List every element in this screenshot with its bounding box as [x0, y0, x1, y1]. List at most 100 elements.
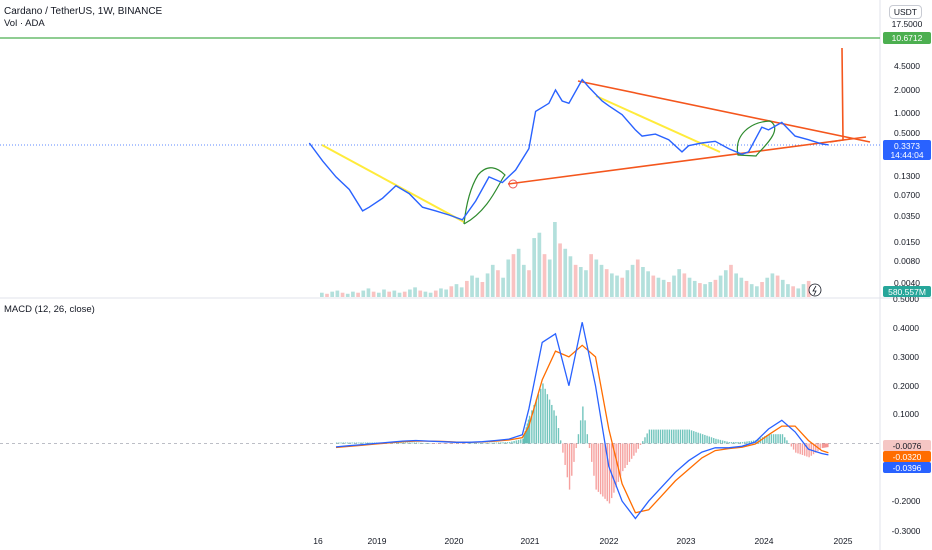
macd-hist-bar [584, 420, 586, 444]
macd-hist-bar [338, 442, 340, 444]
volume-bar [542, 254, 547, 297]
macd-hist-bar [449, 443, 451, 444]
volume-bar [547, 259, 552, 297]
volume-bar [444, 289, 448, 297]
volume-bar [786, 284, 790, 297]
macd-hist-bar [409, 442, 411, 444]
macd-hist-bar [508, 442, 511, 444]
macd-hist-bar [639, 443, 642, 445]
volume-bar [791, 286, 795, 297]
macd-hist-bar [588, 443, 591, 449]
volume-bar [584, 270, 588, 297]
volume-bar [687, 277, 692, 297]
level-value-label: 10.6712 [892, 33, 923, 43]
volume-bar [770, 273, 775, 297]
volume-bar [402, 291, 407, 297]
volume-bar [599, 264, 604, 297]
price-axis: 17.5000 4.5000 2.0000 1.0000 0.5000 0.1300 0.0… [892, 19, 923, 536]
macd-hist-bar [411, 442, 413, 444]
macd-hist-bar [342, 442, 345, 444]
volume-bar [382, 289, 386, 297]
macd-hist-bar [422, 442, 424, 444]
macd-hist-bar [812, 443, 815, 455]
volume-bar [408, 289, 412, 297]
macd-hist-bar [591, 443, 593, 462]
macd-hist-bar [426, 443, 429, 444]
macd-hist-bar [768, 434, 770, 444]
macd-hist-bar [670, 429, 673, 444]
volume-bar [578, 267, 583, 297]
macd-hist-bar [522, 438, 524, 444]
macd-hist-bar [568, 443, 571, 490]
volume-bar [475, 277, 480, 297]
macd-hist-bar [710, 437, 713, 444]
macd-hist-bar [413, 442, 415, 444]
macd-hist-bar [604, 443, 606, 499]
volume-bar [744, 280, 749, 297]
macd-hist-bar [637, 443, 640, 449]
macd-hist-bar [761, 437, 764, 444]
macd-hist-bar [364, 442, 367, 444]
macd-hist-bar [520, 439, 522, 444]
macd-hist-bar [664, 429, 666, 444]
time-tick-label: 2024 [755, 536, 774, 546]
macd-hist-bar [597, 443, 600, 492]
currency-button[interactable]: USDT [888, 5, 922, 19]
macd-hist-bar [704, 434, 706, 444]
macd-hist-bar [358, 442, 360, 444]
macd-hist-bar [564, 443, 566, 465]
macd-hist-bar [437, 443, 440, 444]
price-tick-label: 0.0700 [894, 190, 920, 200]
volume-bar [698, 283, 702, 297]
macd-hist-bar [673, 429, 675, 444]
macd-hist-bar [697, 432, 699, 444]
macd-hist-bar [371, 442, 373, 444]
time-tick-label: 2020 [445, 536, 464, 546]
price-tick-label: 17.5000 [892, 19, 923, 29]
macd-hist-bar [351, 442, 353, 444]
macd-hist-bar [624, 443, 626, 469]
green-curve [736, 120, 776, 157]
macd-hist-bar [431, 443, 433, 444]
macd-hist-bar [528, 415, 531, 444]
macd-hist-bar [464, 443, 467, 444]
price-tick-label: 4.5000 [894, 61, 920, 71]
macd-hist-bar [473, 443, 475, 444]
volume-bar [506, 259, 511, 297]
macd-hist-bar [766, 435, 768, 444]
macd-hist-bar [533, 404, 535, 444]
volume-bar [356, 292, 360, 297]
macd-hist-bar [582, 406, 584, 444]
macd-title: MACD (12, 26, close) [4, 304, 95, 315]
macd-hist-bar [571, 443, 573, 476]
macd-hist-bar [690, 430, 693, 444]
macd-hist-bar [706, 435, 708, 444]
macd-hist-bar [657, 429, 659, 444]
macd-hist-bar [546, 394, 549, 444]
volume-bar [708, 282, 713, 297]
lightning-icon [808, 283, 822, 297]
macd-hist-bar [730, 442, 733, 444]
macd-hist-bar [471, 443, 473, 444]
macd-hist-bar [655, 429, 657, 444]
macd-hist-bar [799, 443, 801, 455]
volume-bar [376, 292, 381, 297]
macd-hist-bar [653, 429, 655, 444]
volume-bar [661, 279, 666, 297]
volume-bar [610, 273, 614, 297]
orange-trendline-upper [577, 80, 871, 143]
time-axis: 16 2019 2020 2021 2022 2023 2024 2025 [313, 283, 853, 546]
macd-hist-bar [808, 443, 810, 458]
volume-bar [682, 273, 687, 297]
volume-bar [718, 275, 723, 297]
volume-value-label-box [883, 286, 931, 297]
volume-bar [666, 282, 671, 297]
volume-bar [428, 292, 433, 297]
volume-bar [449, 286, 454, 297]
macd-hist-bar [395, 442, 398, 444]
volume-bar [516, 248, 521, 297]
macd-hist-bar [524, 431, 526, 444]
macd-hist-bar [686, 429, 688, 444]
macd-hist-bar [566, 443, 569, 478]
